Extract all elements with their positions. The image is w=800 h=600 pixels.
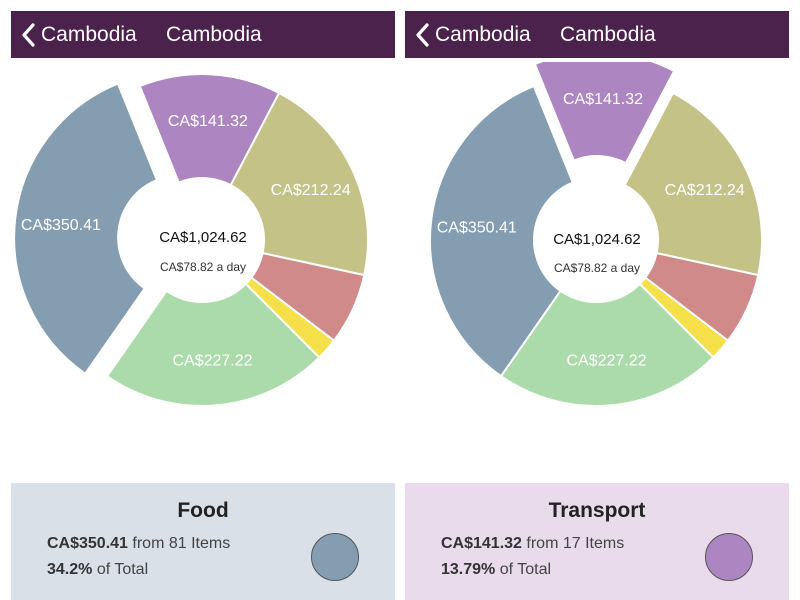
donut-center xyxy=(140,178,264,302)
center-daily-label: CA$78.82 a day xyxy=(554,261,640,275)
page-title: Cambodia xyxy=(166,23,262,46)
center-daily-label: CA$78.82 a day xyxy=(160,260,246,274)
category-card: Transport CA$141.32 from 17 Items 13.79%… xyxy=(405,483,789,600)
donut-chart-svg: CA$1,024.62 CA$78.82 a day CA$350.41 CA$1… xyxy=(13,73,369,407)
category-title: Transport xyxy=(548,499,646,522)
slice-value-label: CA$350.41 xyxy=(21,217,101,234)
category-amount: CA$141.32 xyxy=(441,535,522,552)
category-percent: 34.2% xyxy=(47,561,93,578)
screen-food: Cambodia Cambodia CA$1,024.62 CA$78.82 a… xyxy=(11,0,395,600)
back-label: Cambodia xyxy=(41,22,137,46)
chevron-left-icon xyxy=(22,22,35,47)
of-total-label: of Total xyxy=(499,561,552,578)
slice-value-label: CA$141.32 xyxy=(168,113,248,130)
slice-value-label: CA$141.32 xyxy=(563,91,643,108)
screen-transport: Cambodia Cambodia CA$1,024.62 CA$78.82 a… xyxy=(405,0,789,600)
category-percent-line: 13.79% of Total xyxy=(441,561,551,579)
donut-chart[interactable]: CA$1,024.62 CA$78.82 a day CA$350.41 CA$1… xyxy=(11,62,395,432)
category-percent-line: 34.2% of Total xyxy=(47,561,148,579)
category-title: Food xyxy=(177,499,229,522)
category-items-count: from 81 Items xyxy=(132,535,231,552)
donut-slice[interactable] xyxy=(13,82,159,376)
category-amount: CA$350.41 xyxy=(47,535,128,552)
slice-value-label: CA$350.41 xyxy=(437,220,517,237)
category-card: Food CA$350.41 from 81 Items 34.2% of To… xyxy=(11,483,395,600)
of-total-label: of Total xyxy=(96,561,149,578)
category-amount-line: CA$141.32 from 17 Items xyxy=(441,535,624,553)
donut-chart-svg: CA$1,024.62 CA$78.82 a day CA$350.41 CA$1… xyxy=(429,62,763,407)
donut-chart[interactable]: CA$1,024.62 CA$78.82 a day CA$350.41 CA$1… xyxy=(405,62,789,432)
slice-value-label: CA$212.24 xyxy=(271,182,351,199)
category-items-count: from 17 Items xyxy=(526,535,625,552)
nav-bar: Cambodia Cambodia xyxy=(405,11,789,58)
category-color-swatch[interactable] xyxy=(311,533,359,581)
donut-slice[interactable] xyxy=(533,62,676,165)
chevron-left-icon xyxy=(416,22,429,47)
back-button[interactable]: Cambodia xyxy=(21,23,137,47)
donut-center xyxy=(534,178,658,302)
nav-bar: Cambodia Cambodia xyxy=(11,11,395,58)
category-percent: 13.79% xyxy=(441,561,496,578)
center-total-label: CA$1,024.62 xyxy=(159,229,247,246)
back-button[interactable]: Cambodia xyxy=(415,23,531,47)
slice-value-label: CA$227.22 xyxy=(566,353,646,370)
slice-value-label: CA$212.24 xyxy=(665,182,745,199)
page-title: Cambodia xyxy=(560,23,656,46)
slice-value-label: CA$227.22 xyxy=(172,353,252,370)
category-amount-line: CA$350.41 from 81 Items xyxy=(47,535,230,553)
category-color-swatch[interactable] xyxy=(705,533,753,581)
back-label: Cambodia xyxy=(435,22,531,46)
center-total-label: CA$1,024.62 xyxy=(553,231,641,248)
